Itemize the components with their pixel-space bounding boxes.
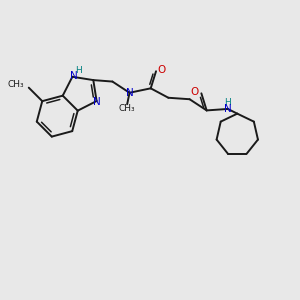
Text: N: N — [93, 98, 101, 107]
Text: N: N — [126, 88, 134, 98]
Text: O: O — [191, 87, 199, 97]
Text: CH₃: CH₃ — [119, 103, 136, 112]
Text: H: H — [76, 66, 82, 75]
Text: N: N — [70, 71, 78, 81]
Text: O: O — [157, 65, 165, 75]
Text: CH₃: CH₃ — [8, 80, 24, 89]
Text: H: H — [224, 98, 231, 107]
Text: N: N — [224, 104, 232, 114]
